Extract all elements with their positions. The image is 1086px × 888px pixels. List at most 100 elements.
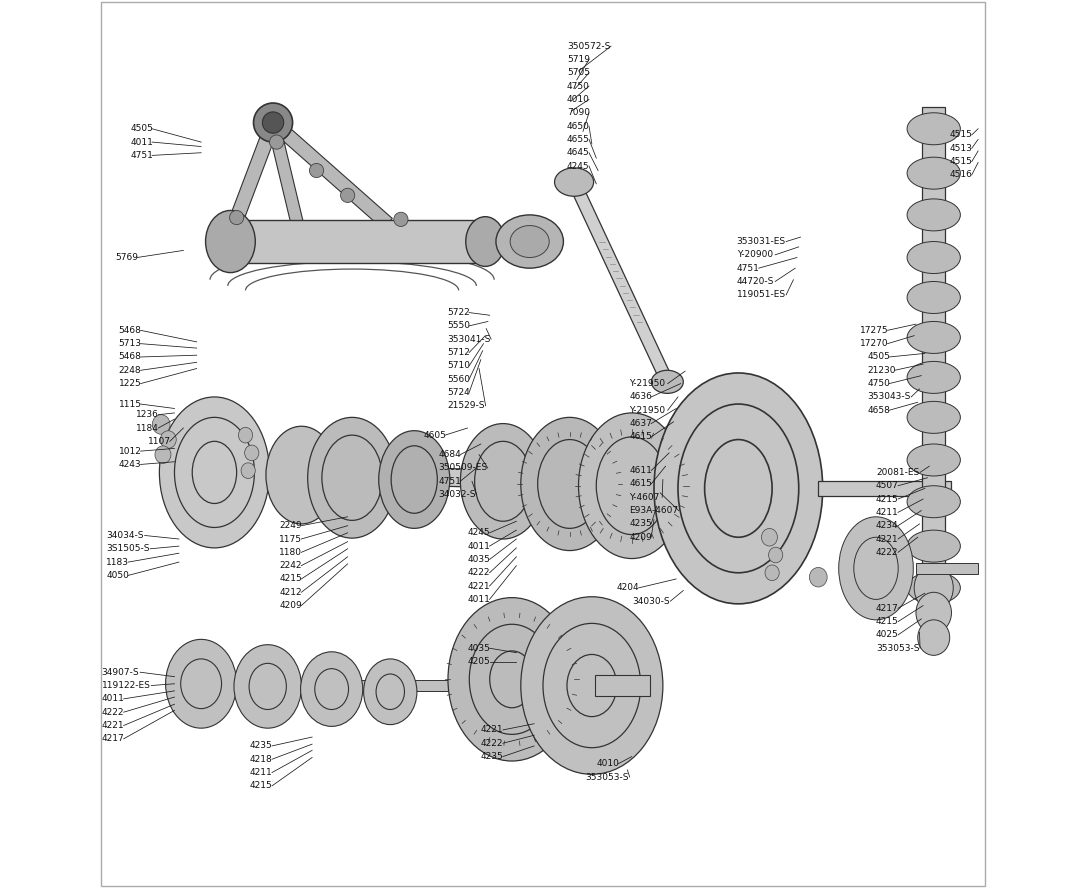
Text: 353031-ES: 353031-ES — [736, 237, 785, 246]
Ellipse shape — [761, 528, 778, 546]
Text: 1107: 1107 — [148, 437, 171, 446]
Text: 5724: 5724 — [447, 388, 470, 397]
Text: 5713: 5713 — [118, 339, 141, 348]
Text: 353053-S: 353053-S — [876, 644, 920, 653]
Text: 4650: 4650 — [567, 122, 590, 131]
Text: 2249: 2249 — [279, 521, 302, 530]
Text: 34032-S: 34032-S — [439, 490, 476, 499]
Ellipse shape — [907, 321, 960, 353]
Text: 4010: 4010 — [567, 95, 590, 104]
Text: E93A-4607: E93A-4607 — [629, 506, 679, 515]
Text: 4516: 4516 — [949, 170, 973, 179]
Ellipse shape — [838, 517, 913, 620]
Ellipse shape — [155, 446, 171, 464]
Text: 4215: 4215 — [279, 575, 302, 583]
Ellipse shape — [315, 669, 349, 710]
Ellipse shape — [269, 135, 283, 149]
Ellipse shape — [152, 415, 171, 434]
Ellipse shape — [907, 157, 960, 189]
Text: 4605: 4605 — [424, 431, 446, 440]
Text: 4217: 4217 — [876, 604, 899, 613]
Text: 4209: 4209 — [279, 601, 302, 610]
Text: 4010: 4010 — [596, 759, 619, 768]
Text: 17270: 17270 — [860, 339, 888, 348]
Ellipse shape — [907, 199, 960, 231]
Text: 4222: 4222 — [481, 739, 503, 748]
Ellipse shape — [241, 463, 255, 479]
Text: 4011: 4011 — [102, 694, 125, 703]
Ellipse shape — [307, 417, 396, 538]
Text: 4507: 4507 — [876, 481, 899, 490]
Text: 4750: 4750 — [567, 82, 590, 91]
Text: 4235: 4235 — [250, 741, 273, 750]
Text: 4035: 4035 — [467, 644, 491, 653]
Text: 4515: 4515 — [949, 131, 973, 139]
PathPatch shape — [268, 117, 392, 229]
Text: 4035: 4035 — [467, 555, 491, 564]
Text: 119122-ES: 119122-ES — [102, 681, 151, 690]
Ellipse shape — [705, 440, 772, 537]
Text: 4655: 4655 — [567, 135, 590, 144]
Text: 4050: 4050 — [106, 571, 129, 580]
Text: 4222: 4222 — [876, 548, 898, 557]
Ellipse shape — [521, 597, 662, 774]
Text: 1225: 1225 — [118, 379, 141, 388]
Ellipse shape — [769, 547, 783, 563]
Text: 1183: 1183 — [106, 558, 129, 567]
Ellipse shape — [907, 486, 960, 518]
Ellipse shape — [907, 242, 960, 274]
Text: 4211: 4211 — [250, 768, 273, 777]
Text: 4235: 4235 — [481, 752, 504, 761]
Text: 4222: 4222 — [102, 708, 124, 717]
Ellipse shape — [263, 112, 283, 133]
PathPatch shape — [224, 120, 280, 238]
Text: 4011: 4011 — [467, 595, 491, 604]
Text: 4215: 4215 — [876, 617, 899, 626]
Text: 4505: 4505 — [130, 124, 153, 133]
PathPatch shape — [230, 220, 485, 263]
PathPatch shape — [568, 179, 673, 385]
Text: 4011: 4011 — [467, 542, 491, 551]
Text: 4011: 4011 — [130, 138, 153, 147]
Text: 2242: 2242 — [279, 561, 302, 570]
Text: 4221: 4221 — [481, 725, 504, 734]
Ellipse shape — [175, 417, 254, 527]
PathPatch shape — [263, 464, 685, 493]
Text: 5769: 5769 — [115, 253, 138, 262]
Ellipse shape — [567, 654, 617, 717]
Text: 350572-S: 350572-S — [567, 42, 610, 51]
Text: 4645: 4645 — [567, 148, 590, 157]
PathPatch shape — [267, 121, 310, 250]
Text: 5550: 5550 — [447, 321, 470, 330]
Text: 4658: 4658 — [867, 406, 891, 415]
Text: 4245: 4245 — [467, 528, 490, 537]
PathPatch shape — [915, 563, 978, 574]
Text: Y-21950: Y-21950 — [629, 406, 666, 415]
Ellipse shape — [469, 624, 555, 734]
Ellipse shape — [907, 361, 960, 393]
Ellipse shape — [521, 417, 619, 551]
Ellipse shape — [765, 565, 780, 581]
Ellipse shape — [233, 645, 302, 728]
Text: 5710: 5710 — [447, 361, 470, 370]
Text: 5705: 5705 — [567, 68, 590, 77]
Text: 4211: 4211 — [876, 508, 899, 517]
Ellipse shape — [678, 404, 798, 573]
Text: 1175: 1175 — [279, 535, 302, 543]
Ellipse shape — [538, 440, 602, 528]
Text: 4205: 4205 — [467, 657, 490, 666]
Ellipse shape — [907, 113, 960, 145]
Text: Y-20900: Y-20900 — [736, 250, 773, 259]
Ellipse shape — [907, 401, 960, 433]
Ellipse shape — [239, 427, 253, 443]
Ellipse shape — [596, 437, 667, 535]
Ellipse shape — [652, 370, 683, 393]
Text: 4221: 4221 — [876, 535, 898, 543]
Text: 4615: 4615 — [629, 480, 652, 488]
PathPatch shape — [594, 675, 649, 696]
Ellipse shape — [907, 281, 960, 313]
Ellipse shape — [341, 188, 355, 202]
Text: Y-21950: Y-21950 — [629, 379, 666, 388]
Text: 1184: 1184 — [137, 424, 160, 432]
Ellipse shape — [244, 445, 258, 461]
